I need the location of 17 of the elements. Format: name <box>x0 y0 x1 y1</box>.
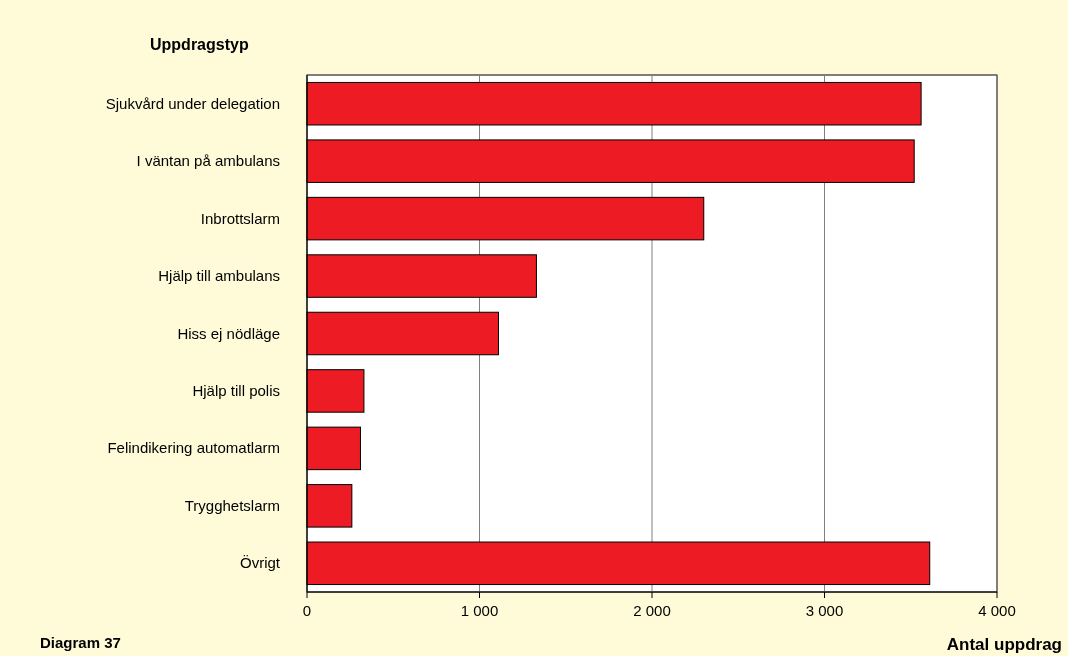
y-tick-label: Hjälp till ambulans <box>158 267 280 285</box>
y-tick-label: I väntan på ambulans <box>136 152 280 170</box>
y-tick-label: Sjukvård under delegation <box>105 94 280 112</box>
text: Diagram 37 <box>40 634 121 651</box>
x-tick-label: 4 000 <box>978 602 1016 619</box>
y-tick-label: Inbrottslarm <box>200 209 280 227</box>
y-tick-label: Hjälp till polis <box>192 381 280 399</box>
y-tick-label: Övrigt <box>239 554 281 572</box>
y-tick-label: Felindikering automatlarm <box>107 439 280 457</box>
x-tick-label: 1 000 <box>460 602 499 619</box>
x-tick-label: 2 000 <box>633 602 671 619</box>
y-tick-label: Trygghetslarm <box>184 496 280 514</box>
x-tick-label: 0 <box>302 602 312 619</box>
y-tick-label: Hiss ej nödläge <box>177 324 280 342</box>
x-axis-title: Antal uppdrag <box>946 635 1062 654</box>
x-tick-label: 3 000 <box>805 602 844 619</box>
y-axis-title: Uppdragstyp <box>150 36 249 53</box>
